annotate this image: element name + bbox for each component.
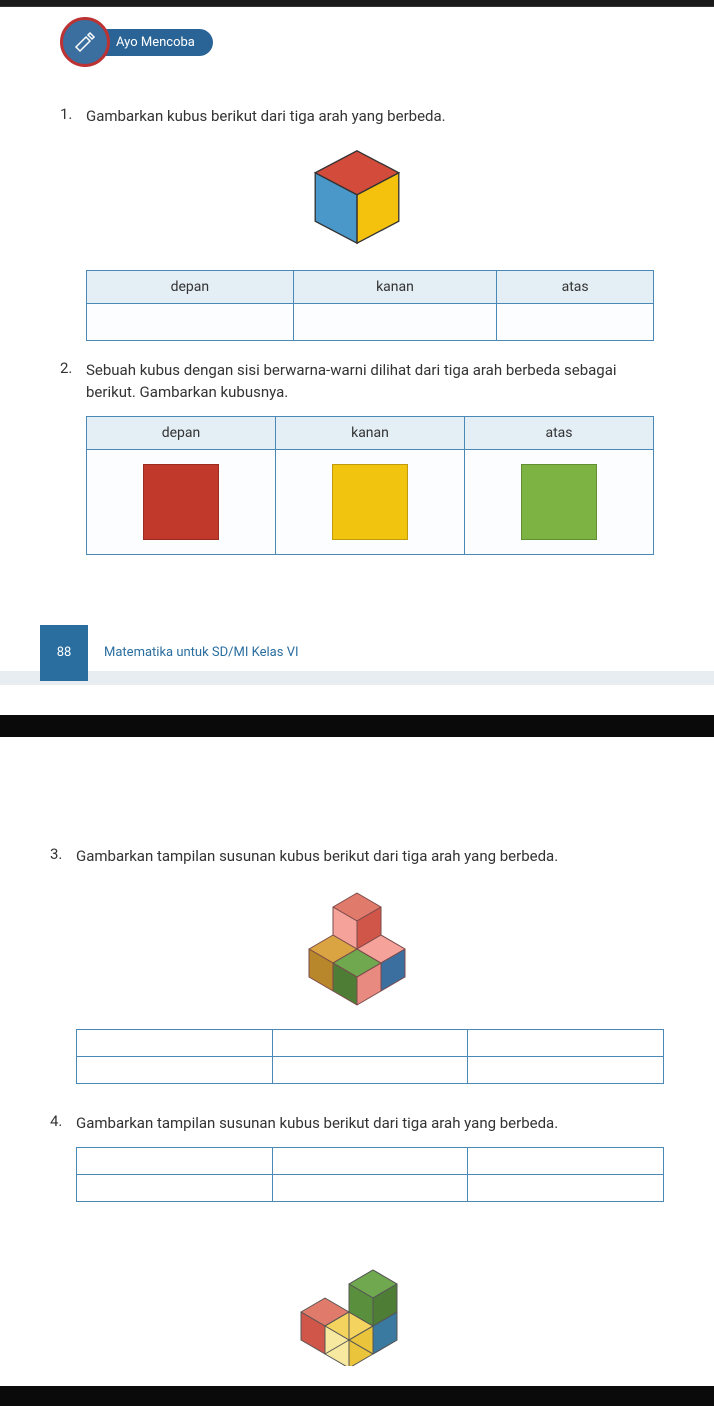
question-text: Sebuah kubus dengan sisi berwarna-warni … <box>86 359 654 404</box>
color-cell <box>465 449 654 554</box>
footer-text: Matematika untuk SD/MI Kelas VI <box>104 645 299 660</box>
pencil-icon <box>73 30 97 54</box>
answer-cell <box>497 303 654 340</box>
cube-1-figure <box>60 142 654 252</box>
cube-isometric <box>302 142 412 252</box>
answer-cell <box>468 1030 664 1057</box>
q1-answer-table: depan kanan atas <box>86 270 654 341</box>
color-cell <box>87 449 276 554</box>
color-cell <box>276 449 465 554</box>
question-number: 4. <box>50 1112 76 1135</box>
col-header: kanan <box>293 270 497 303</box>
question-text: Gambarkan tampilan susunan kubus berikut… <box>76 845 558 868</box>
answer-cell <box>272 1030 468 1057</box>
question-number: 3. <box>50 845 76 868</box>
question-1: 1. Gambarkan kubus berikut dari tiga ara… <box>60 105 654 128</box>
answer-cell <box>468 1174 664 1201</box>
answer-cell <box>468 1147 664 1174</box>
badge-icon <box>60 17 110 67</box>
page-divider <box>0 715 714 737</box>
answer-cell <box>77 1174 273 1201</box>
page-number: 88 <box>40 625 88 681</box>
col-header: depan <box>87 270 294 303</box>
right-square <box>332 464 408 540</box>
col-header: depan <box>87 416 276 449</box>
col-header: atas <box>465 416 654 449</box>
question-number: 2. <box>60 359 86 404</box>
question-3: 3. Gambarkan tampilan susunan kubus beri… <box>50 845 664 868</box>
top-bar <box>0 0 714 7</box>
cube-4-figure <box>50 1226 664 1366</box>
col-header: atas <box>497 270 654 303</box>
answer-cell <box>272 1057 468 1084</box>
question-number: 1. <box>60 105 86 128</box>
answer-cell <box>293 303 497 340</box>
cube-3-figure <box>50 881 664 1011</box>
answer-cell <box>272 1147 468 1174</box>
question-2: 2. Sebuah kubus dengan sisi berwarna-war… <box>60 359 654 404</box>
section-badge: Ayo Mencoba <box>0 7 714 67</box>
q4-answer-table <box>76 1147 664 1202</box>
page-2-content: 3. Gambarkan tampilan susunan kubus beri… <box>0 737 714 1386</box>
page-1-content: 1. Gambarkan kubus berikut dari tiga ara… <box>0 67 714 575</box>
cube-arrangement-3 <box>267 881 447 1011</box>
top-square <box>521 464 597 540</box>
bottom-bar <box>0 1386 714 1406</box>
answer-cell <box>77 1030 273 1057</box>
answer-cell <box>77 1147 273 1174</box>
footer-band <box>0 671 714 685</box>
question-text: Gambarkan tampilan susunan kubus berikut… <box>76 1112 558 1135</box>
answer-cell <box>272 1174 468 1201</box>
question-4: 4. Gambarkan tampilan susunan kubus beri… <box>50 1112 664 1135</box>
answer-cell <box>87 303 294 340</box>
question-text: Gambarkan kubus berikut dari tiga arah y… <box>86 105 446 128</box>
answer-cell <box>77 1057 273 1084</box>
q2-table: depan kanan atas <box>86 416 654 555</box>
q3-answer-table <box>76 1029 664 1084</box>
col-header: kanan <box>276 416 465 449</box>
front-square <box>143 464 219 540</box>
answer-cell <box>468 1057 664 1084</box>
cube-arrangement-4 <box>267 1226 447 1366</box>
